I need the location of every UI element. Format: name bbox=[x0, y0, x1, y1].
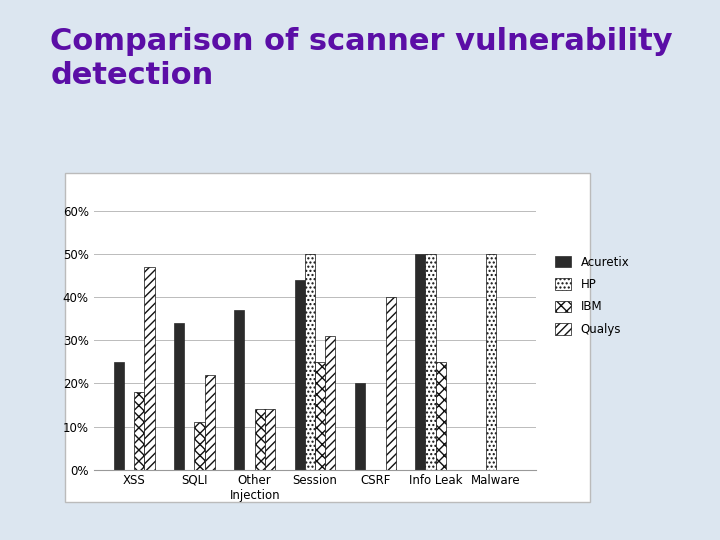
Bar bbox=[315, 362, 325, 470]
Bar bbox=[294, 280, 305, 470]
Bar bbox=[134, 392, 145, 470]
Bar bbox=[305, 254, 315, 470]
Bar bbox=[114, 362, 124, 470]
Bar bbox=[355, 383, 365, 470]
Bar bbox=[385, 297, 396, 470]
Bar bbox=[234, 310, 245, 470]
Bar bbox=[194, 422, 204, 470]
Bar bbox=[204, 375, 215, 470]
Bar bbox=[265, 409, 275, 470]
Bar bbox=[436, 362, 446, 470]
Bar bbox=[174, 323, 184, 470]
Legend: Acuretix, HP, IBM, Qualys: Acuretix, HP, IBM, Qualys bbox=[551, 252, 633, 340]
Bar bbox=[255, 409, 265, 470]
Bar bbox=[426, 254, 436, 470]
Text: Comparison of scanner vulnerability
detection: Comparison of scanner vulnerability dete… bbox=[50, 27, 673, 90]
Bar bbox=[415, 254, 426, 470]
Bar bbox=[145, 267, 155, 470]
Bar bbox=[325, 336, 336, 470]
Bar bbox=[485, 254, 496, 470]
